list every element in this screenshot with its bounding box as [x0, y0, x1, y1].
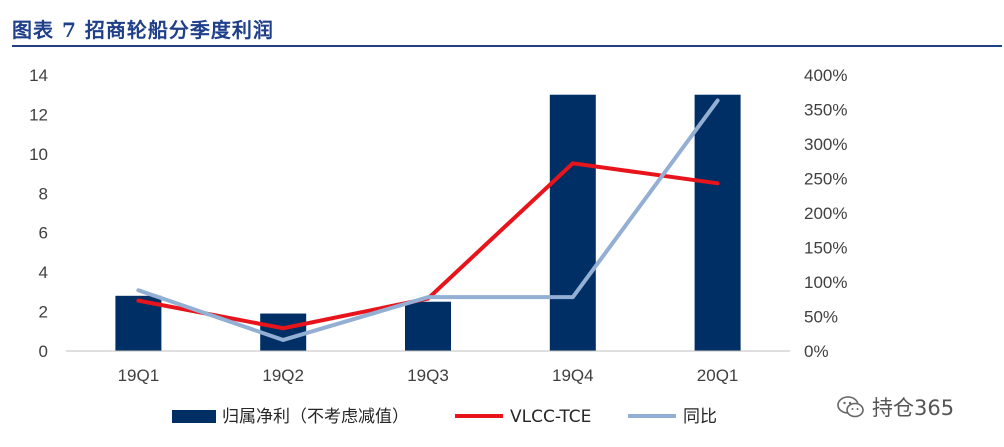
x-tick-labels: 19Q1 19Q2 19Q3 19Q4 20Q1: [118, 366, 739, 385]
bars-layer: [115, 94, 741, 351]
y-left-tick: 0: [39, 342, 48, 361]
y-left-tick: 2: [39, 303, 48, 322]
bar-20Q1: [694, 94, 741, 351]
legend-label-2: 同比: [683, 407, 717, 427]
x-tick-19Q1: 19Q1: [118, 366, 160, 385]
y-left-tick: 4: [39, 263, 48, 282]
y-right-tick: 300%: [804, 135, 847, 154]
bar-19Q4: [549, 94, 596, 351]
lines-layer: [136, 98, 720, 342]
y-right-tick: 250%: [804, 170, 847, 189]
x-tick-19Q3: 19Q3: [407, 366, 449, 385]
title-divider: [12, 45, 1002, 47]
y-right-tick: 400%: [804, 66, 847, 85]
title-row: 图表 7 招商轮船分季度利润: [0, 0, 1004, 48]
y-left-tick: 6: [39, 224, 48, 243]
y-right-tick: 350%: [804, 101, 847, 120]
wechat-icon: [837, 396, 864, 418]
bar-19Q3: [405, 301, 451, 351]
legend: 归属净利（不考虑减值） VLCC-TCE 同比: [172, 407, 717, 427]
legend-label-0: 归属净利（不考虑减值）: [222, 407, 409, 427]
y-left-tick: 12: [29, 105, 48, 124]
y-left-tick: 8: [39, 184, 48, 203]
y-left-tick: 10: [29, 145, 48, 164]
x-tick-19Q2: 19Q2: [262, 366, 304, 385]
y-right-tick: 100%: [804, 273, 847, 292]
x-tick-19Q4: 19Q4: [552, 366, 594, 385]
y-left-tick: 14: [29, 66, 48, 85]
y-right-tick: 200%: [804, 204, 847, 223]
legend-label-1: VLCC-TCE: [510, 407, 591, 427]
watermark: 持仓365: [836, 392, 954, 422]
y-left-tick-labels: 0 2 4 6 8 10 12 14: [29, 66, 48, 361]
watermark-text: 持仓365: [872, 396, 955, 420]
y-right-tick: 50%: [804, 308, 838, 327]
y-right-tick: 0%: [804, 342, 829, 361]
bar-19Q2: [260, 313, 307, 351]
x-tick-20Q1: 20Q1: [697, 366, 739, 385]
page-title: 图表 7 招商轮船分季度利润: [12, 18, 274, 42]
y-right-tick: 150%: [804, 239, 847, 258]
y-right-tick-labels: 0% 50% 100% 150% 200% 250% 300% 350% 400%: [804, 66, 847, 361]
legend-swatch-0: [172, 410, 216, 423]
